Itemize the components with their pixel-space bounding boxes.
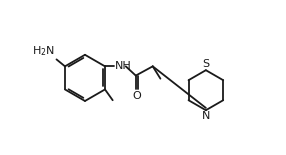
- Text: NH: NH: [115, 61, 132, 71]
- Text: H$_2$N: H$_2$N: [32, 44, 55, 58]
- Text: N: N: [202, 111, 210, 121]
- Text: S: S: [202, 59, 209, 69]
- Text: O: O: [132, 91, 141, 101]
